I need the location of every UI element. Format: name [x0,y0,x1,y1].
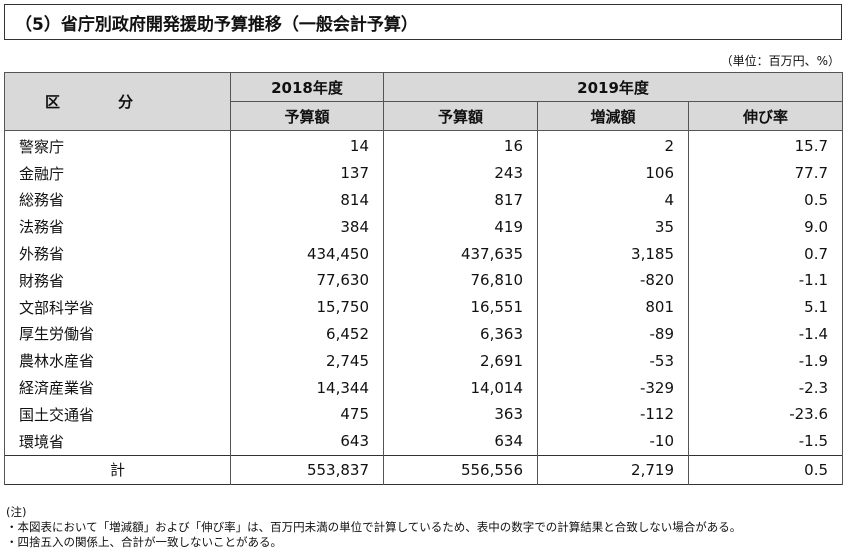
budget-2018: 14,344 [230,374,384,401]
budget-2019: 14,014 [383,374,538,401]
budget-2019-header: 予算額 [383,101,538,131]
table-row: 法務省 384 419 35 9.0 [4,213,844,241]
ministry-name: 金融庁 [4,159,231,187]
unit-label: （単位：百万円、%） [720,54,840,68]
table-row: 文部科学省 15,750 16,551 801 5.1 [4,293,844,321]
total-change: 2,719 [537,454,689,485]
growth-header: 伸び率 [687,101,844,131]
page-title: （5）省庁別政府開発援助予算推移（一般会計予算） [15,15,418,35]
ministry-name: 総務省 [4,186,231,214]
category-header: 区分 [4,72,231,131]
budget-2018: 643 [230,427,384,456]
ministry-name: 環境省 [4,427,231,456]
ministry-name: 経済産業省 [4,374,231,401]
change: 801 [537,293,689,321]
growth: 0.7 [687,240,844,267]
growth: 77.7 [687,159,844,187]
budget-2018: 384 [230,213,384,241]
ministry-name: 厚生労働省 [4,320,231,348]
total-label: 計 [4,454,231,485]
ministry-name: 文部科学省 [4,293,231,321]
budget-2018: 137 [230,159,384,187]
budget-2018: 77,630 [230,266,384,294]
budget-2019: 16 [383,130,538,160]
budget-2019: 6,363 [383,320,538,348]
year-2019-header: 2019年度 [382,72,844,102]
notes: (注) ・本図表において「増減額」および「伸び率」は、百万円未満の単位で計算して… [6,505,741,550]
change: -53 [537,347,689,375]
change: -10 [537,427,689,456]
budget-2018: 6,452 [230,320,384,348]
growth: 15.7 [687,130,844,160]
table-row: 農林水産省 2,745 2,691 -53 -1.9 [4,347,844,375]
table-row: 金融庁 137 243 106 77.7 [4,159,844,187]
budget-2019: 437,635 [383,240,538,267]
change: -89 [537,320,689,348]
budget-2018: 2,745 [230,347,384,375]
budget-2019: 817 [383,186,538,214]
note-line-1: ・本図表において「増減額」および「伸び率」は、百万円未満の単位で計算しているため… [6,520,742,534]
growth: -2.3 [687,374,844,401]
table-row: 厚生労働省 6,452 6,363 -89 -1.4 [4,320,844,348]
budget-table: 区分 2018年度 2019年度 予算額 予算額 増減額 伸び率 警察庁 14 16… [4,72,844,485]
budget-2018: 434,450 [230,240,384,267]
category-header-a: 区 [45,93,61,111]
growth: -1.1 [687,266,844,294]
budget-2019: 634 [383,427,538,456]
table-row: 外務省 434,450 437,635 3,185 0.7 [4,240,844,267]
budget-2019: 16,551 [383,293,538,321]
table-row: 警察庁 14 16 2 15.7 [4,130,844,160]
budget-2018: 14 [230,130,384,160]
change: -112 [537,400,689,428]
change: 4 [537,186,689,214]
budget-2018-header: 予算額 [230,101,384,131]
change-header: 増減額 [537,101,689,131]
table-row: 総務省 814 817 4 0.5 [4,186,844,214]
table-row: 環境省 643 634 -10 -1.5 [4,427,844,456]
table-row: 国土交通省 475 363 -112 -23.6 [4,400,844,428]
ministry-name: 国土交通省 [4,400,231,428]
change: 35 [537,213,689,241]
growth: 9.0 [687,213,844,241]
change: 106 [537,159,689,187]
growth: -1.9 [687,347,844,375]
ministry-name: 法務省 [4,213,231,241]
category-header-b: 分 [118,93,134,111]
ministry-name: 農林水産省 [4,347,231,375]
note-line-2: ・四捨五入の関係上、合計が一致しないことがある。 [6,535,282,549]
total-row: 計 553,837 556,556 2,719 0.5 [4,454,844,485]
growth: -23.6 [687,400,844,428]
budget-2019: 419 [383,213,538,241]
budget-2018: 15,750 [230,293,384,321]
budget-2019: 363 [383,400,538,428]
growth: 0.5 [687,186,844,214]
change: 3,185 [537,240,689,267]
growth: -1.4 [687,320,844,348]
total-2019: 556,556 [383,454,538,485]
title-box: （5）省庁別政府開発援助予算推移（一般会計予算） [4,4,842,40]
change: 2 [537,130,689,160]
ministry-name: 財務省 [4,266,231,294]
growth: 5.1 [687,293,844,321]
ministry-name: 警察庁 [4,130,231,160]
budget-2018: 814 [230,186,384,214]
growth: -1.5 [687,427,844,456]
notes-head: (注) [6,505,27,519]
budget-2019: 2,691 [383,347,538,375]
total-growth: 0.5 [687,454,844,485]
budget-2019: 243 [383,159,538,187]
budget-2018: 475 [230,400,384,428]
budget-2019: 76,810 [383,266,538,294]
table-row: 経済産業省 14,344 14,014 -329 -2.3 [4,374,844,401]
change: -820 [537,266,689,294]
table-row: 財務省 77,630 76,810 -820 -1.1 [4,266,844,294]
total-2018: 553,837 [230,454,384,485]
year-2018-header: 2018年度 [230,72,384,102]
change: -329 [537,374,689,401]
ministry-name: 外務省 [4,240,231,267]
